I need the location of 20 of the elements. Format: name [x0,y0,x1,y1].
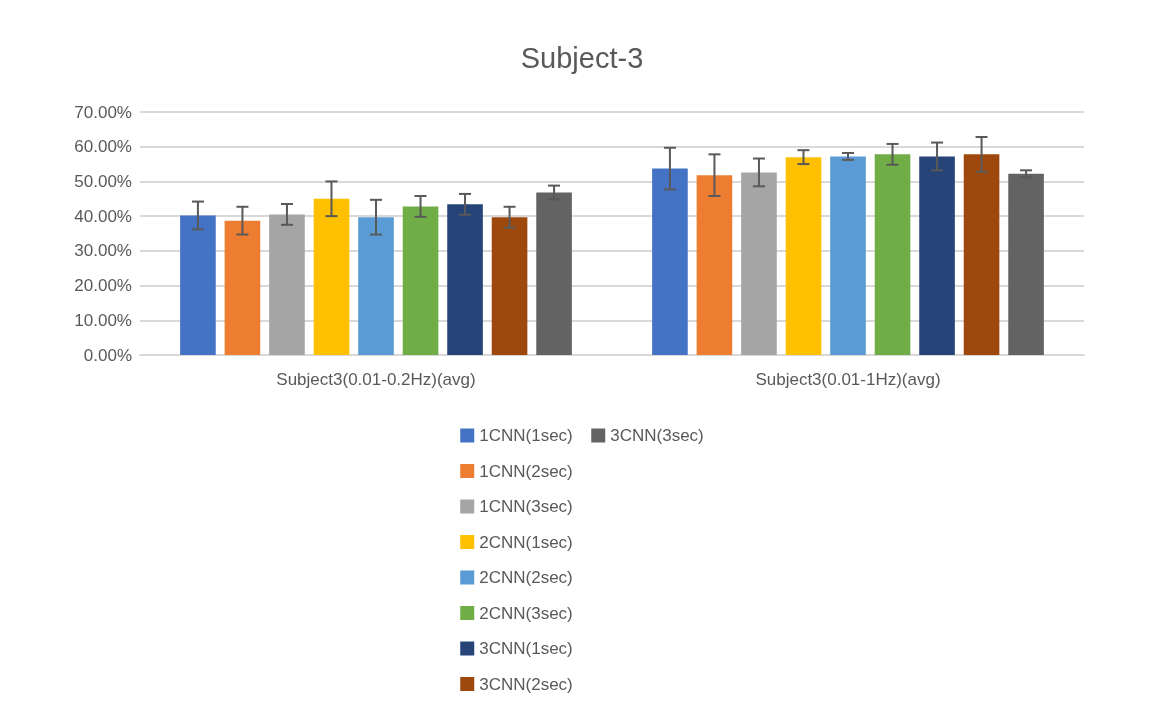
y-tick-label: 20.00% [74,276,132,296]
chart-title: Subject-3 [520,41,644,74]
y-tick-label: 50.00% [74,171,132,191]
y-tick-label: 60.00% [74,137,132,157]
legend-label: 2CNN(2sec) [479,568,573,587]
legend-label: 1CNN(1sec) [479,426,573,445]
x-tick-label: Subject3(0.01-0.2Hz)(avg) [276,370,476,389]
y-tick-label: 30.00% [74,241,132,261]
legend-label: 1CNN(3sec) [479,497,573,516]
legend-label: 2CNN(3sec) [479,603,573,623]
y-tick-label: 10.00% [74,310,132,330]
legend-label: 3CNN(3sec) [610,426,704,445]
legend-label: 2CNN(1sec) [479,532,573,552]
legend-label: 1CNN(2sec) [479,461,573,481]
legend-label: 3CNN(2sec) [479,674,573,694]
x-tick-label: Subject3(0.01-1Hz)(avg) [755,370,941,389]
legend-label: 3CNN(1sec) [479,639,573,658]
y-tick-label: 40.00% [74,206,132,226]
y-tick-label: 0.00% [83,345,132,365]
y-tick-label: 70.00% [74,102,132,122]
